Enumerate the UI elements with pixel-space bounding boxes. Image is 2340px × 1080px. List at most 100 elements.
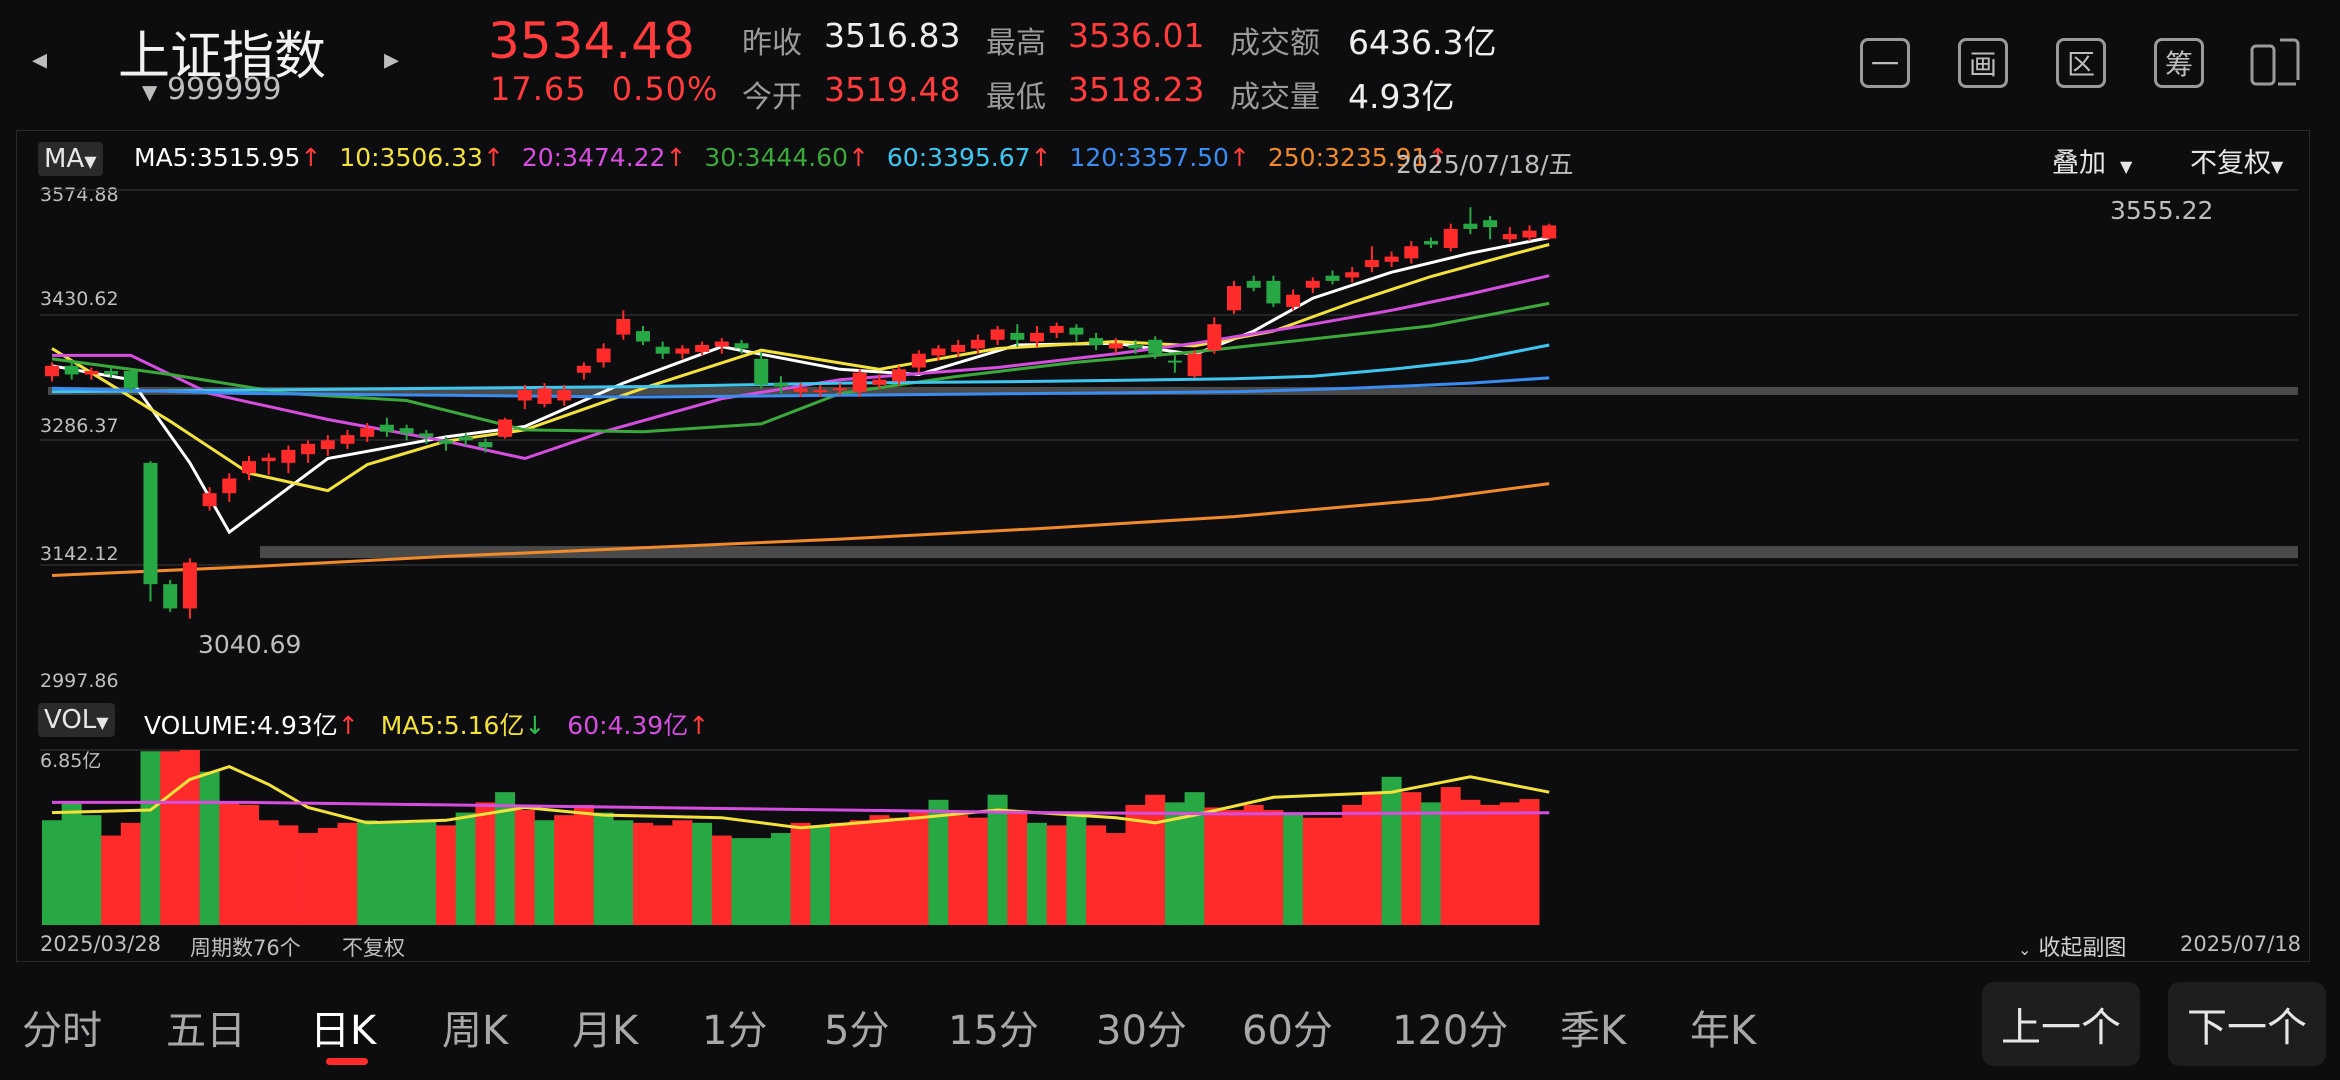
tab-1min[interactable]: 1分	[702, 1008, 768, 1054]
active-tab-indicator	[326, 1058, 368, 1065]
picture-icon[interactable]: 画	[1958, 38, 2008, 88]
candle-body	[1089, 338, 1104, 346]
candle	[478, 438, 493, 453]
candle-body	[1049, 325, 1064, 333]
candle-body	[458, 436, 473, 441]
zone-icon[interactable]: 区	[2056, 38, 2106, 88]
tab-weekly-k[interactable]: 周K	[442, 1008, 509, 1054]
support-band	[260, 546, 2298, 559]
tab-five-day[interactable]: 五日	[166, 1008, 246, 1054]
index-code-wrap[interactable]: ▼ 999999	[142, 72, 281, 107]
volume-bar	[160, 751, 181, 925]
candle-body	[1443, 228, 1458, 248]
volume-bar	[1283, 812, 1304, 925]
overlay-selector[interactable]: 叠加 ▼	[2052, 148, 2133, 179]
candle-body	[793, 388, 808, 392]
candle	[1207, 317, 1222, 354]
volume-bar	[1361, 792, 1382, 925]
volume-bar	[357, 820, 378, 925]
volume-bar	[495, 792, 516, 925]
candle	[1010, 324, 1025, 347]
volume-bar	[613, 820, 634, 925]
prev-button[interactable]: 上一个	[1982, 982, 2140, 1066]
vol-y-axis-label: 6.85亿	[40, 750, 102, 772]
price-chart[interactable]	[0, 0, 2340, 700]
candle-body	[655, 346, 670, 354]
volume-bar	[810, 825, 831, 925]
up-arrow-icon: ↑	[1030, 143, 1052, 172]
tab-quarterly-k[interactable]: 季K	[1560, 1008, 1627, 1054]
candle-body	[1424, 241, 1438, 245]
ma-line-ma20	[52, 274, 1550, 461]
volume-legend-ma60: 60:4.39亿	[567, 711, 689, 740]
volume-bar	[1519, 799, 1540, 925]
tab-yearly-k[interactable]: 年K	[1690, 1008, 1757, 1054]
up-arrow-icon: ↑	[482, 143, 504, 172]
volume-bar	[1224, 810, 1244, 925]
next-button[interactable]: 下一个	[2168, 982, 2326, 1066]
candle	[163, 579, 178, 612]
stat-label-turnover: 成交额	[1230, 26, 1320, 61]
candle-body	[1522, 230, 1537, 238]
ma-indicator-selector[interactable]: MA▼	[38, 142, 103, 176]
stat-value-low: 3518.23	[1068, 70, 1205, 109]
up-arrow-icon: ↑	[1228, 143, 1250, 172]
tab-daily-k[interactable]: 日K	[310, 1008, 377, 1054]
candle	[458, 433, 473, 446]
tab-5min[interactable]: 5分	[824, 1008, 890, 1054]
volume-bar	[61, 802, 82, 925]
next-index-arrow[interactable]: ▸	[384, 42, 400, 77]
candle	[498, 417, 513, 439]
stat-value-open: 3519.48	[824, 70, 961, 109]
candle-body	[498, 419, 513, 437]
high-annotation: 3555.22	[2110, 196, 2214, 225]
volume-bar	[731, 838, 752, 925]
chips-icon[interactable]: 筹	[2154, 38, 2204, 88]
volume-ma-line	[51, 764, 1550, 830]
ma-line-ma60	[51, 343, 1550, 394]
candle-body	[1502, 234, 1517, 240]
caret-down-icon: ▼	[142, 80, 158, 104]
candle-body	[419, 433, 434, 437]
candle-body	[557, 390, 572, 401]
vol-indicator-selector[interactable]: VOL▼	[38, 703, 115, 737]
adjust-selector[interactable]: 不复权▼	[2190, 148, 2284, 179]
tab-15min[interactable]: 15分	[948, 1008, 1039, 1054]
candle-body	[517, 390, 532, 401]
candle	[655, 341, 670, 359]
tab-monthly-k[interactable]: 月K	[572, 1008, 639, 1054]
candle	[1404, 241, 1419, 264]
candle-body	[45, 365, 59, 377]
candle	[123, 369, 138, 392]
volume-bar	[239, 804, 259, 925]
candle	[340, 429, 355, 449]
collapse-subchart-button[interactable]: ⌄ 收起副图	[2018, 936, 2127, 961]
prev-index-arrow[interactable]: ◂	[32, 42, 48, 77]
candle-body	[1207, 324, 1222, 351]
y-axis-label: 3430.62	[40, 288, 119, 310]
volume-bar	[928, 799, 949, 925]
tab-30min[interactable]: 30分	[1096, 1008, 1187, 1054]
candle-body	[931, 348, 946, 356]
volume-bar	[258, 820, 279, 925]
candle	[773, 376, 788, 394]
volume-bar	[337, 822, 358, 925]
candle	[1522, 225, 1537, 242]
candle-body	[970, 339, 985, 349]
volume-chart[interactable]	[0, 740, 2340, 940]
tab-120min[interactable]: 120分	[1392, 1008, 1509, 1054]
tab-60min[interactable]: 60分	[1242, 1008, 1333, 1054]
candle-body	[1404, 246, 1419, 259]
volume-bar	[1046, 825, 1067, 925]
volume-bar	[1322, 817, 1343, 925]
candle	[636, 325, 650, 346]
candle-body	[1364, 260, 1379, 268]
candle	[754, 351, 769, 389]
rotate-screen-icon[interactable]	[2248, 34, 2304, 92]
tab-intraday[interactable]: 分时	[22, 1008, 102, 1054]
candle-body	[695, 345, 710, 352]
ma-line-ma10	[51, 243, 1550, 493]
volume-bar	[967, 817, 988, 925]
up-arrow-icon: ↑	[300, 143, 322, 172]
minimize-icon[interactable]: 一	[1860, 38, 1910, 88]
